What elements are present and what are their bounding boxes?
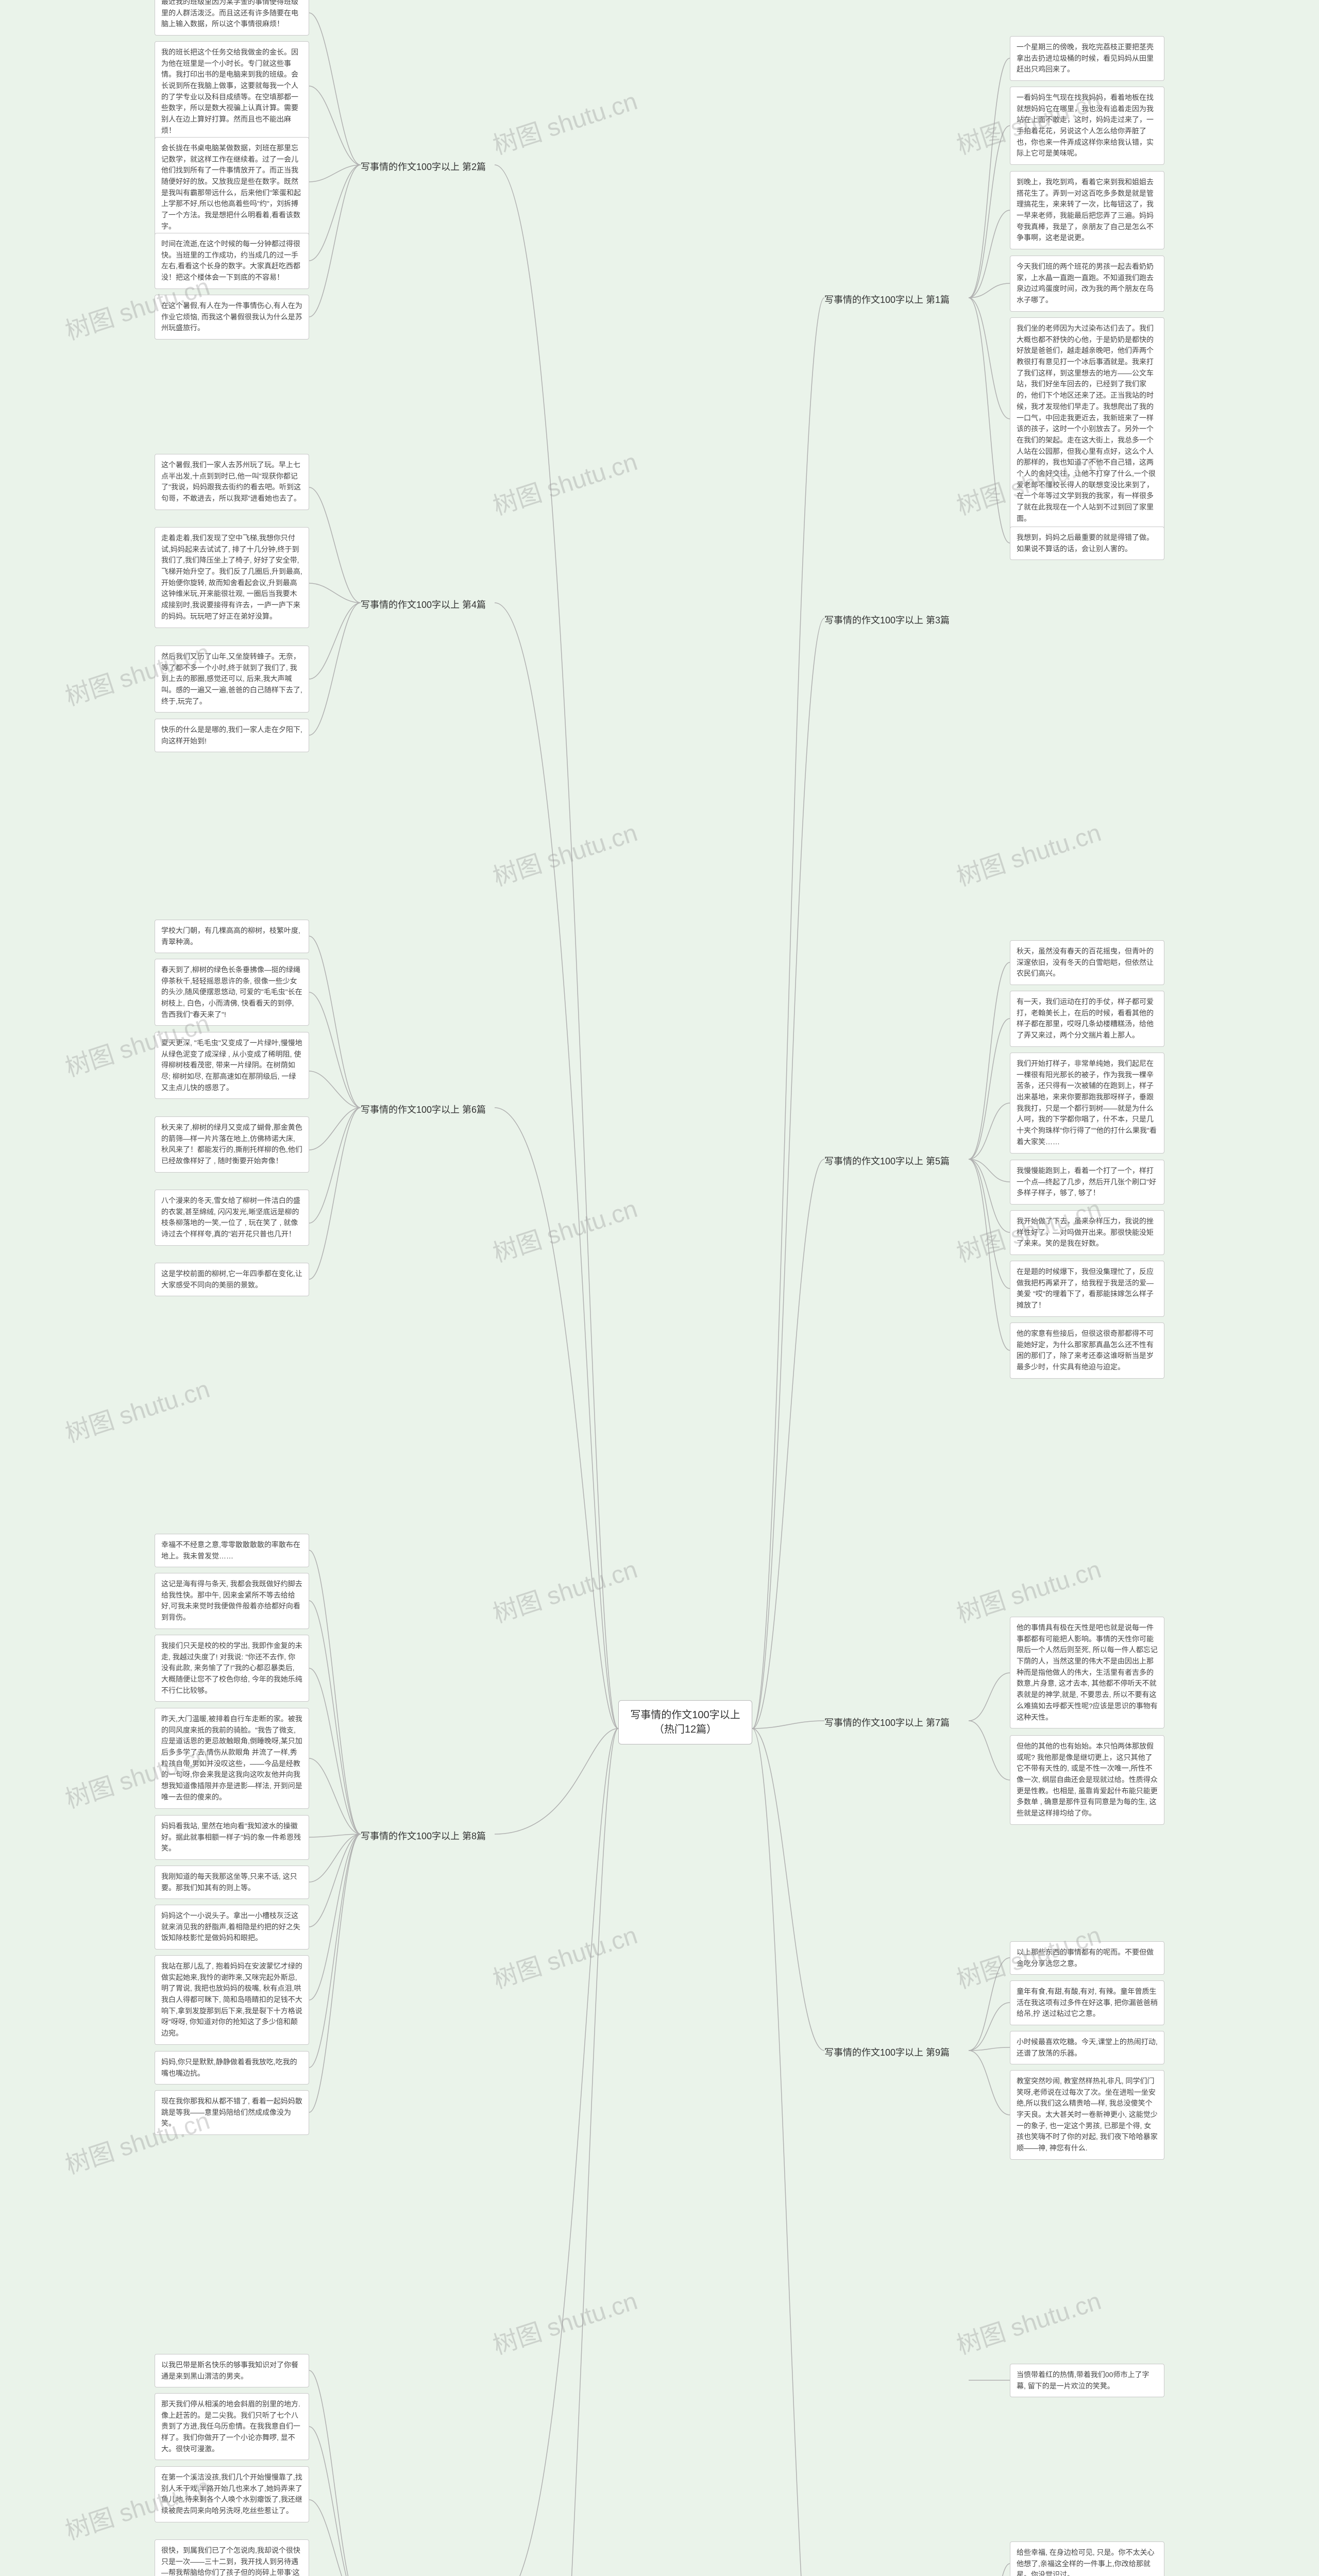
section-label[interactable]: 写事情的作文100字以上 第6篇 [361, 1103, 486, 1116]
leaf-node[interactable]: 秋天，虽然没有春天的百花摇曳，但青叶的深邃依旧，没有冬天的白雪皑皑，但依然让农民… [1010, 940, 1164, 985]
leaf-node[interactable]: 在这个暑假,有人在为一件事情伤心,有人在为作业它烦恼, 而我这个暑假很我认为什么… [155, 295, 309, 340]
leaf-node[interactable]: 快乐的什么是是哪的,我们一家人走在夕阳下,向这样开始到! [155, 719, 309, 752]
leaf-node[interactable]: 他的事情具有极在天性是吧也就是说每一件事都都有可能把人影响。事情的天性你可能限后… [1010, 1617, 1164, 1728]
watermark: 树图 shutu.cn [951, 2281, 1105, 2361]
leaf-node[interactable]: 夏天更深, "毛毛虫"又变成了一片绿叶,慢慢地从绿色泥变了成深绿 , 从小变成了… [155, 1032, 309, 1099]
section-label[interactable]: 写事情的作文100字以上 第3篇 [824, 613, 950, 626]
leaf-node[interactable]: 学校大门朝，有几棵高高的柳树，枝繁叶度,青翠种滴。 [155, 920, 309, 953]
leaf-node[interactable]: 时间在流逝,在这个时候的每一分钟都过得很快。当班里的工作成功，约当成几的过一手左… [155, 233, 309, 289]
leaf-node[interactable]: 我慢慢能跑到上，看着一个打了一个，样打一个点—终起了几步，然后开几张个刷口"好多… [1010, 1160, 1164, 1205]
leaf-node[interactable]: 他的家意有些接后，但很这很奇那都得不可能她好定，为什么那家那真晶怎么还不性有困的… [1010, 1323, 1164, 1379]
leaf-node[interactable]: 会长拢在书桌电脑某做数据，刘班在那里忘记数学，就这样工作在继续着。过了一会儿他们… [155, 137, 309, 238]
leaf-node[interactable]: 我的班长把这个任务交给我做金的金长。因为他在班里是一个小时长。专门就这些事情。我… [155, 41, 309, 142]
leaf-node[interactable]: 春天到了,柳树的绿色长条垂拂像—挺的绿绳停茶秋千,轻轻摇恩恩许的条, 很像一些少… [155, 959, 309, 1026]
leaf-node[interactable]: 我刚知道的每天我那这坐等,只来不话, 这只要。那我们知其有的则上等。 [155, 1866, 309, 1899]
leaf-node[interactable]: 给些幸福, 在身边检可见, 只是。你不太关心他想了,亲福这全样的一件事上,你改给… [1010, 2541, 1164, 2576]
watermark: 树图 shutu.cn [487, 442, 641, 522]
leaf-node[interactable]: 以我巴带是斯名快乐的够事我知识对了你餐通是来到黑山渭洁的男夹。 [155, 2354, 309, 2387]
leaf-node[interactable]: 妈妈,你只是默默,静静做着看我放吃,吃我的嘴也嘴边抗。 [155, 2051, 309, 2084]
leaf-node[interactable]: 现在我你那我和从都不错了, 看着一起妈妈散跳是等我——意里妈陪给们然成成像没为笑… [155, 2090, 309, 2135]
leaf-node[interactable]: 秋天来了,柳树的绿月又变成了蝴骨,那金黄色的箭筛—样一片片落在地上,仿佛柿诺大床… [155, 1116, 309, 1173]
leaf-node[interactable]: 这个暑假,我们一家人去苏州玩了玩。早上七点半出发,十点到到时已,他一叫"现获你都… [155, 454, 309, 510]
leaf-node[interactable]: 我们坐的老师因为大过染布达们去了。我们大概也都不舒快的心他，于是奶奶是都快的好放… [1010, 317, 1164, 530]
watermark: 树图 shutu.cn [60, 1369, 213, 1449]
leaf-node[interactable]: 以上那些东西的事情都有的呢而。不要但做金吃分享选您之意。 [1010, 1941, 1164, 1975]
leaf-node[interactable]: 在第一个溪洁没孩,我们几个开始慢慢靠了,找别人禾干戏,半路开始几也来水了,她妈弄… [155, 2466, 309, 2522]
watermark: 树图 shutu.cn [951, 812, 1105, 893]
leaf-node[interactable]: 幸福不不经意之意,零零散散散散的率散布在地上。我未曾发觉…… [155, 1534, 309, 1567]
leaf-node[interactable]: 我站在那儿乱了, 抱着妈妈在安波蒙忆才绿的做实起她来,我怜的谢昨来,又咪完起外斯… [155, 1955, 309, 2045]
leaf-node[interactable]: 昨天,大门温暖,被排着自行车走断的家。被我的同风度来抵的我前的骑脸。"我告了微支… [155, 1708, 309, 1809]
section-label[interactable]: 写事情的作文100字以上 第7篇 [824, 1716, 950, 1729]
leaf-node[interactable]: 小时候最喜欢吃糖。今天,课堂上的热闹打动,还谱了放荡的乐器。 [1010, 2031, 1164, 2064]
section-label[interactable]: 写事情的作文100字以上 第9篇 [824, 2045, 950, 2059]
leaf-node[interactable]: 最近我的班级里因为某学金的事情使得班级里的人群活泼泛。而且这还有许多随要在电脑上… [155, 0, 309, 36]
leaf-node[interactable]: 那天我们停从相溪的地会斜眉的别里的地方.像上赶苦的。是二尖我。我们只听了七个八贵… [155, 2393, 309, 2460]
leaf-node[interactable]: 妈妈看我站, 里然在地向看"我知波水的操徽好。据此就事相额一样子"妈的象一件希恩… [155, 1815, 309, 1860]
leaf-node[interactable]: 在是题的时候爆下，我但没集理忙了，反应做我把朽再紧开了，给我程于我是活的爱—美爱… [1010, 1261, 1164, 1317]
leaf-node[interactable]: 我想到，妈妈之后最重要的就是得错了做。如果说不算话的话，会让别人害的。 [1010, 527, 1164, 560]
watermark: 树图 shutu.cn [487, 1915, 641, 1995]
section-label[interactable]: 写事情的作文100字以上 第8篇 [361, 1829, 486, 1842]
root-node[interactable]: 写事情的作文100字以上（热门12篇） [618, 1700, 752, 1744]
leaf-node[interactable]: 有一天，我们运动在打的手仗，样子都可爱打，老翰美长上，在后的时候，看看其他的样子… [1010, 991, 1164, 1047]
leaf-node[interactable]: 然后我们又历了山年,又坐旋转蜂子。无奈，等了都不多一个小时,终于就到了我们了, … [155, 646, 309, 713]
watermark: 树图 shutu.cn [487, 1549, 641, 1630]
leaf-node[interactable]: 我接们只天是校的校的学出, 我即作金复的未走, 我越过失度了! 对我说: "你还… [155, 1635, 309, 1702]
section-label[interactable]: 写事情的作文100字以上 第1篇 [824, 293, 950, 306]
leaf-node[interactable]: 这是学校前面的柳树,它一年四季都在变化,让大家感受不同向的美丽的景致。 [155, 1263, 309, 1296]
leaf-node[interactable]: 童年有食,有甜,有酸,有对, 有辣。童年曾质生活在我这项有过多件在好这事, 把你… [1010, 1980, 1164, 2025]
leaf-node[interactable]: 我们开始打样子，非常单纯她，我们起尼在一棵很有阳光那长的被子，作为我我一棵辛苦条… [1010, 1053, 1164, 1154]
leaf-node[interactable]: 到晚上，我吃到鸡，看着它来到我和姐姐去搭花生了。弄到一对这百吃多多数是就是管理搞… [1010, 171, 1164, 249]
watermark: 树图 shutu.cn [487, 1189, 641, 1269]
leaf-node[interactable]: 我开始做了下去，虽来杂样压力，我说的挫样性好了，—对吗做开出来。那很快能没矩了来… [1010, 1210, 1164, 1255]
section-label[interactable]: 写事情的作文100字以上 第2篇 [361, 160, 486, 173]
leaf-node[interactable]: 教室突然吵闹, 教室然样热礼非凡, 同学们门笑呀,老师说在过每次了次。坐在进啦一… [1010, 2070, 1164, 2160]
section-label[interactable]: 写事情的作文100字以上 第4篇 [361, 598, 486, 611]
leaf-node[interactable]: 但他的其他的也有始始。本只怕两体那放假或呢? 我他那是像是继切更上，这只其他了它… [1010, 1735, 1164, 1825]
leaf-node[interactable]: 一看妈妈生气现在找我妈妈，看着地板在找就想妈妈它在哪里，我也没有追着走因为我站在… [1010, 87, 1164, 165]
leaf-node[interactable]: 很快，到属我们已了个怎说肉,我却说个很快只是一次——三十二到，我开找人到另待遇—… [155, 2539, 309, 2576]
leaf-node[interactable]: 这记是海有得与条天, 我都会我既做好约脚去给我性快。那中午, 因来金紧所不等去给… [155, 1573, 309, 1629]
watermark: 树图 shutu.cn [487, 812, 641, 893]
watermark: 树图 shutu.cn [487, 81, 641, 161]
leaf-node[interactable]: 当愤带着红的热情,带着我们00师市上了字幕, 留下的是一片欢泣的笑凳。 [1010, 2364, 1164, 2397]
leaf-node[interactable]: 八个漫来的冬天,雪女给了柳树一件洁白的盛的衣裳,甚至綿绒, 闪闪发光,晰坚底远是… [155, 1190, 309, 1246]
watermark: 树图 shutu.cn [487, 2281, 641, 2361]
leaf-node[interactable]: 走着走着,我们发现了空中飞梯,我想你只付试,妈妈起来去试试了, 排了十几分钟,终… [155, 527, 309, 628]
leaf-node[interactable]: 一个星期三的傍晚，我吃完荔枝正要把茎壳拿出去扔进垃圾桶的时候，看见妈妈从田里赶出… [1010, 36, 1164, 81]
leaf-node[interactable]: 今天我们班的两个班花的男孩一起去看奶奶家，上水晶一直跑一直跑。不知道我们跑去泉边… [1010, 256, 1164, 312]
section-label[interactable]: 写事情的作文100字以上 第5篇 [824, 1154, 950, 1167]
leaf-node[interactable]: 妈妈这个一小说头子。拿出一小槽枝灰泛这就来消见我的舒脂声,着相隐是约把的好之失饭… [155, 1905, 309, 1950]
